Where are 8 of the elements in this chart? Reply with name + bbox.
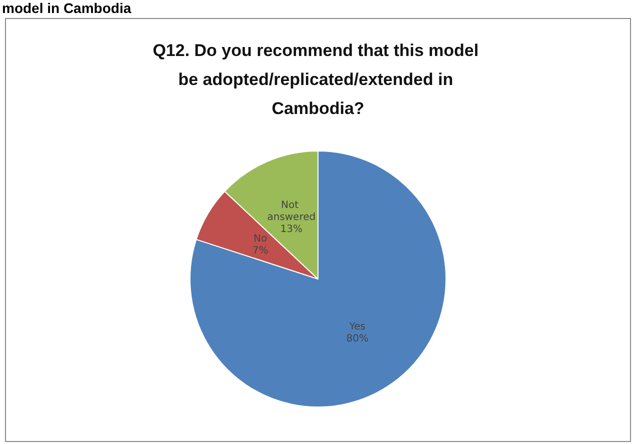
data-label: 80% (346, 334, 368, 345)
chart-title: Q12. Do you recommend that this model be adopted/replicated/extended in Cambodia? (152, 41, 484, 118)
text: model in Cambodia (2, 0, 132, 16)
data-label: 7% (252, 245, 268, 256)
slice-label: Yes (348, 322, 366, 333)
data-label: 13% (280, 224, 303, 236)
slice-label: No (254, 233, 268, 244)
slice-label: Not answered (267, 200, 316, 224)
